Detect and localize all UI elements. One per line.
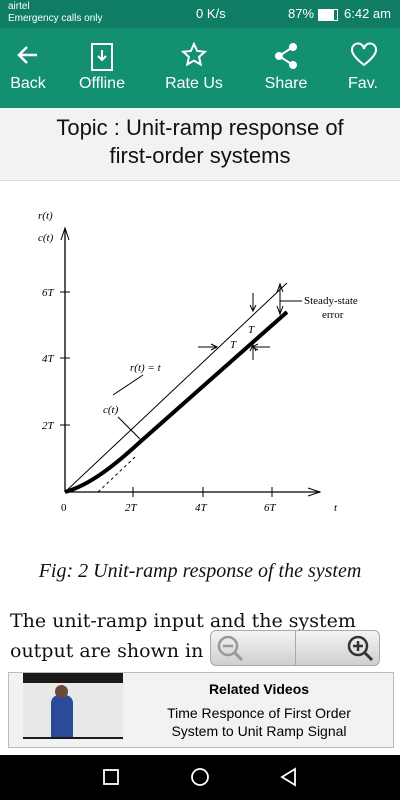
star-icon — [181, 42, 207, 67]
battery-level: 87% — [288, 6, 315, 21]
topic-header: Topic : Unit-ramp response of first-orde… — [0, 108, 400, 181]
annotation: c(t) — [103, 404, 119, 416]
button-label: Rate Us — [165, 75, 223, 92]
heart-icon — [351, 42, 377, 67]
figure: r(t) c(t) 6T 4T 2T 0 2T 4T 6T t Steady-s… — [38, 210, 358, 514]
carrier: airtel — [8, 1, 30, 12]
status-bar: airtel Emergency calls only 0 K/s 87% 6:… — [0, 0, 400, 28]
nav-bar — [0, 755, 400, 800]
annotation: Steady-state — [304, 295, 358, 307]
offline-button[interactable]: Offline — [67, 28, 137, 108]
home-button[interactable] — [191, 768, 209, 786]
battery-icon — [318, 9, 338, 21]
tick-label: 6T — [264, 502, 277, 514]
topic-title: Topic : Unit-ramp response of — [56, 115, 344, 140]
recent-button[interactable] — [103, 769, 119, 785]
divider — [295, 631, 296, 665]
tick-label: 6T — [42, 287, 55, 299]
zoom-out[interactable] — [215, 634, 245, 662]
clock: 6:42 am — [344, 6, 391, 21]
tick-label: 2T — [125, 502, 138, 514]
back-nav-button[interactable] — [280, 767, 296, 787]
figure-drawing — [60, 226, 322, 497]
tick-label: 4T — [195, 502, 208, 514]
button-label: Offline — [79, 75, 125, 92]
axis-label: r(t) — [38, 210, 53, 222]
video-title: Time Responce of First Order — [167, 705, 351, 721]
zoom-control — [210, 630, 380, 666]
share-button[interactable]: Share — [251, 28, 321, 108]
zoom-in[interactable] — [345, 634, 375, 662]
video-title: System to Unit Ramp Signal — [171, 723, 347, 739]
axis-label: c(t) — [38, 232, 54, 244]
share-icon — [275, 43, 297, 69]
figure-caption: Fig: 2 Unit-ramp response of the system — [38, 560, 362, 582]
emergency-text: Emergency calls only — [8, 13, 103, 24]
video-thumbnail — [23, 673, 123, 739]
tick-label: 4T — [42, 353, 55, 365]
nav-buttons — [103, 767, 296, 787]
related-videos[interactable]: Related Videos Time Responce of First Or… — [8, 672, 394, 748]
related-heading: Related Videos — [208, 681, 310, 697]
button-label: Back — [10, 75, 46, 92]
offline-icon — [91, 43, 113, 71]
fav-button[interactable]: Fav. — [328, 28, 398, 108]
topic-title: first-order systems — [109, 143, 291, 168]
tick-label: 0 — [61, 502, 67, 514]
back-button[interactable]: Back — [0, 28, 63, 108]
button-label: Share — [264, 75, 308, 92]
toolbar: Back Offline Rate Us Share Fav. — [0, 28, 400, 108]
annotation: T — [230, 339, 237, 351]
button-label: Fav. — [348, 75, 378, 92]
annotation: r(t) = t — [130, 362, 162, 374]
rate-button[interactable]: Rate Us — [159, 28, 229, 108]
tick-label: 2T — [42, 420, 55, 432]
axis-label: t — [334, 502, 338, 514]
annotation: T — [248, 324, 255, 336]
paragraph-line: The unit-ramp input and the system — [10, 610, 356, 632]
back-icon — [17, 46, 37, 64]
annotation: error — [322, 309, 344, 321]
net-speed: 0 K/s — [196, 6, 226, 21]
